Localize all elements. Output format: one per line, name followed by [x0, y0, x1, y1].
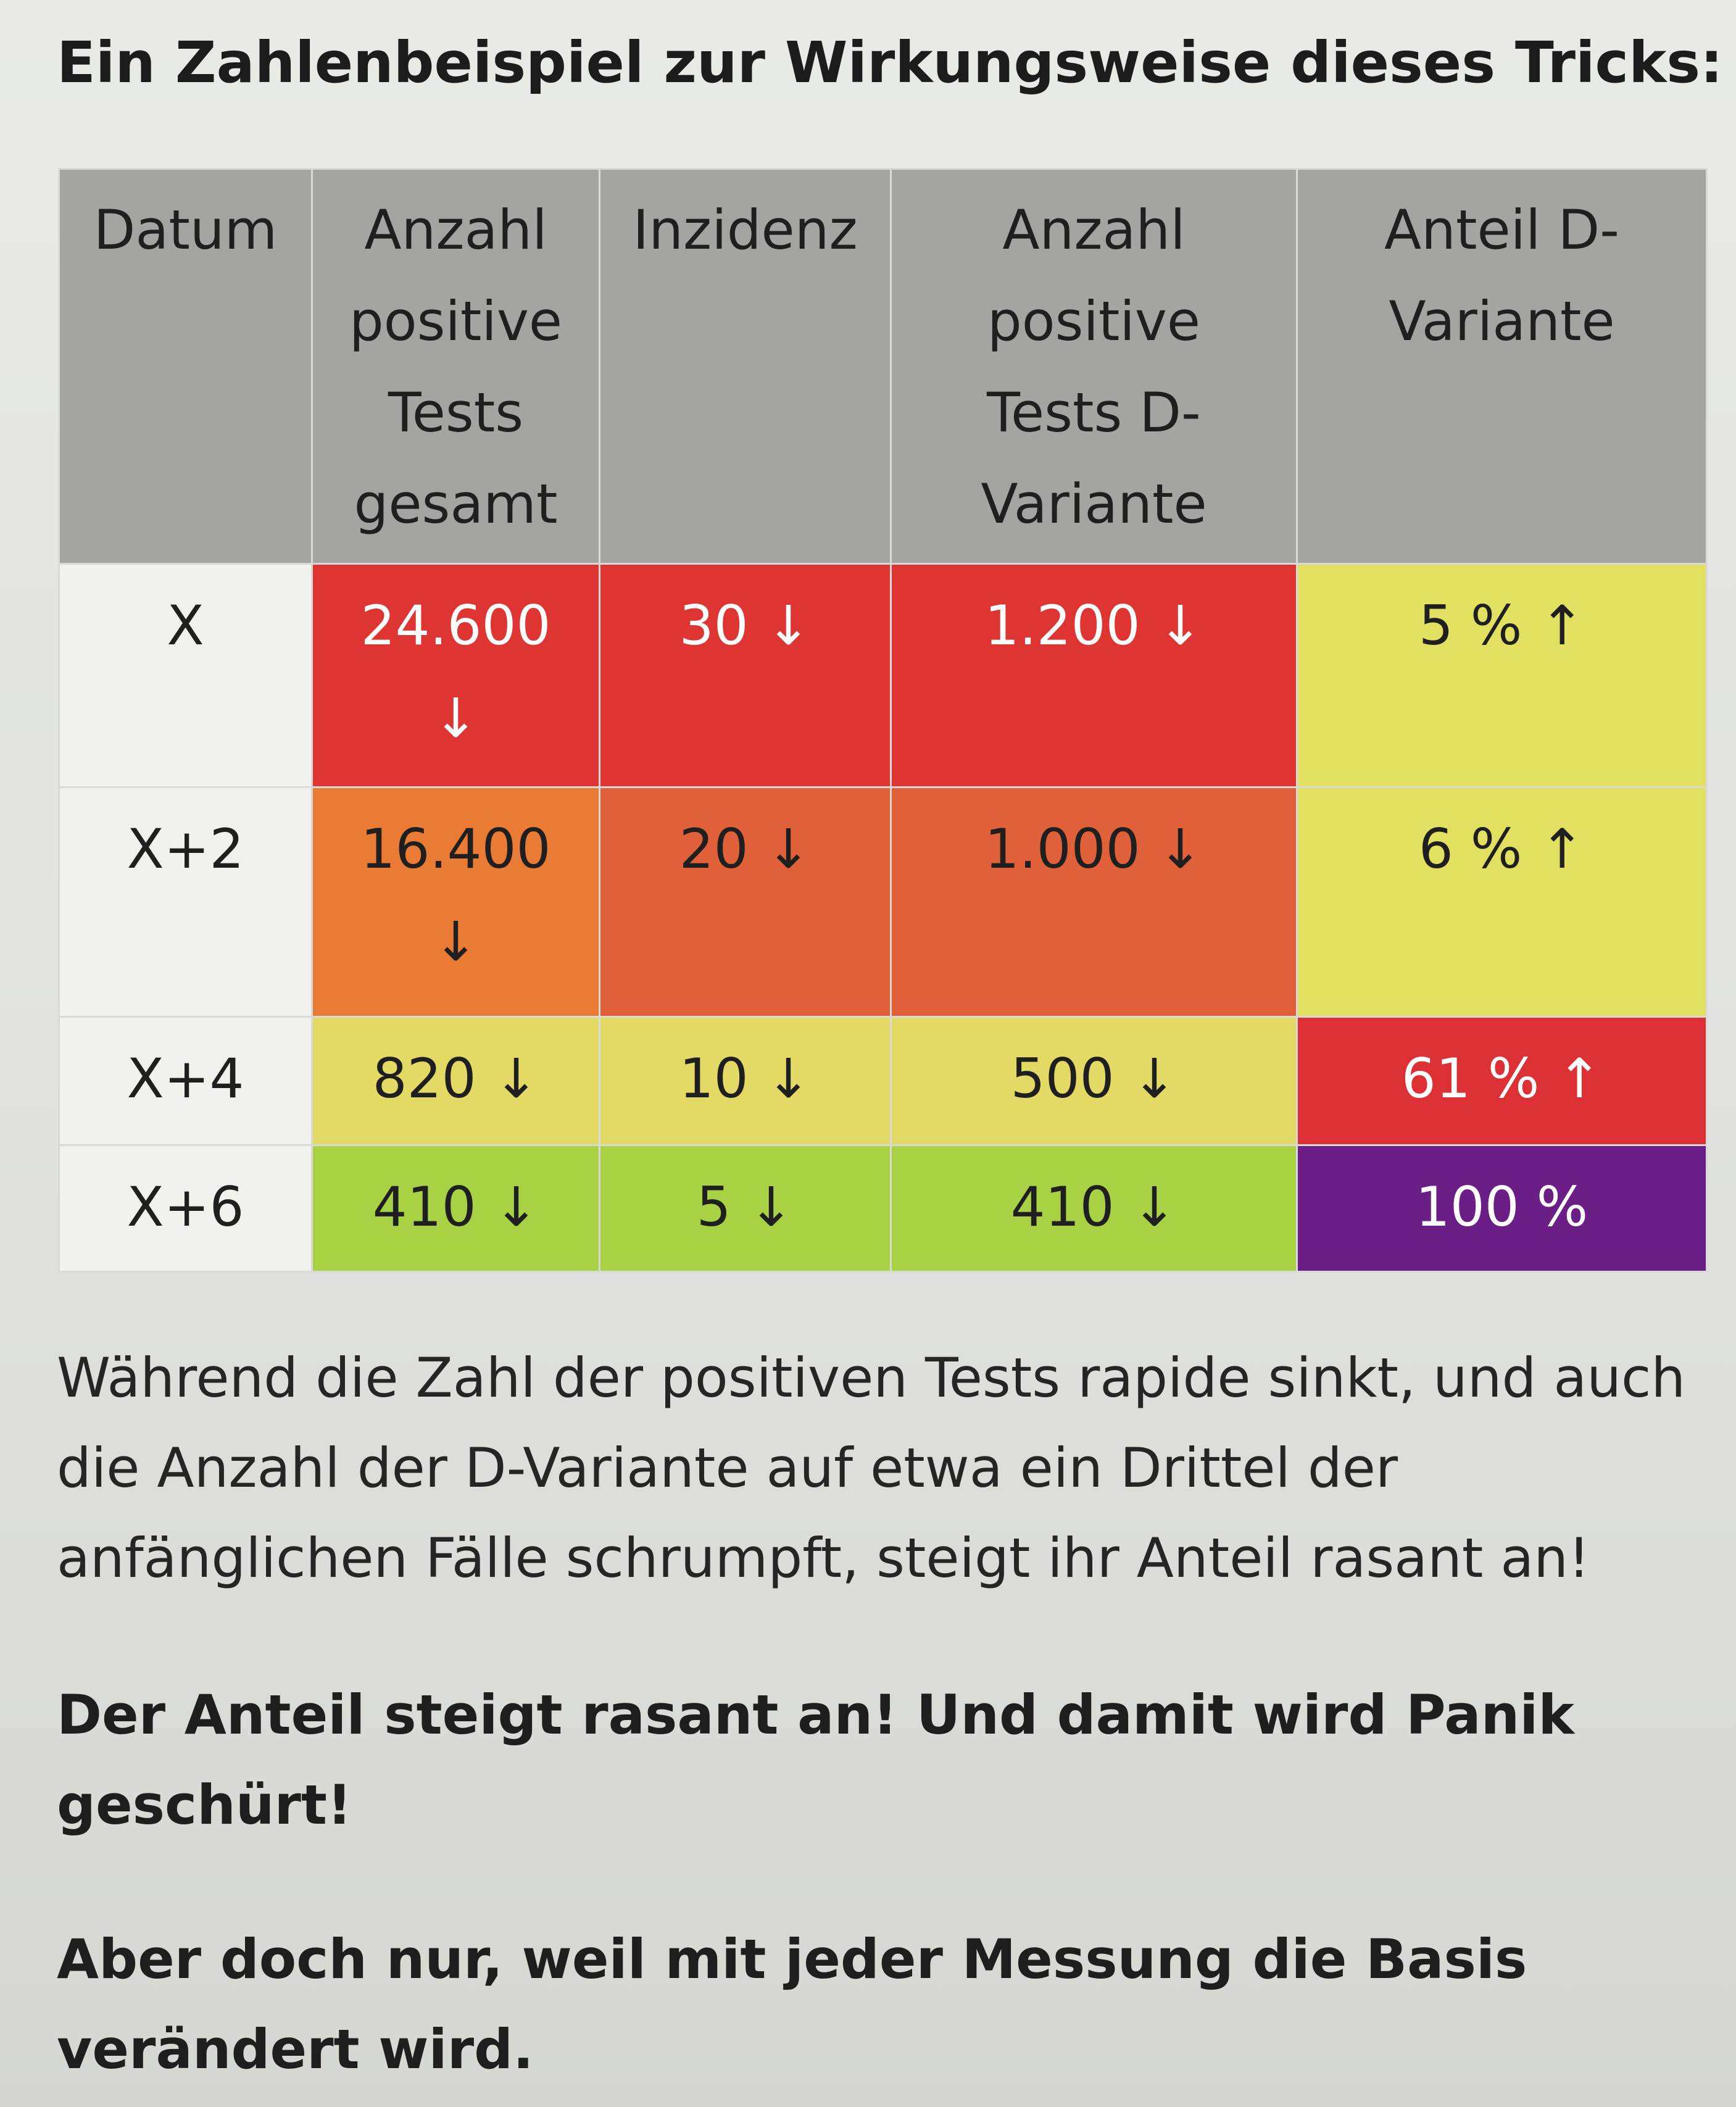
cell-date: X+2 [58, 786, 313, 1018]
table-row: X+6 410 ↓ 5 ↓ 410 ↓ 100 % [58, 1144, 1708, 1273]
header-d-share-line: Variante [1389, 289, 1615, 353]
cell-total-tests-value: 24.600 [360, 594, 551, 657]
cell-total-tests-value: 16.400 [360, 817, 551, 881]
paragraph-line: Während die Zahl der positiven Tests rap… [57, 1346, 1686, 1410]
paragraph-line: verändert wird. [57, 2018, 534, 2081]
cell-total-tests: 24.600 ↓ [311, 563, 600, 788]
table-row: X+4 820 ↓ 10 ↓ 500 ↓ 61 % ↑ [58, 1015, 1708, 1147]
cell-incidence: 5 ↓ [599, 1144, 892, 1273]
table-row: X 24.600 ↓ 30 ↓ 1.200 ↓ 5 % ↑ [58, 563, 1708, 788]
paragraph-line: anfänglichen Fälle schrumpft, steigt ihr… [57, 1526, 1590, 1590]
down-arrow-icon: ↓ [433, 686, 479, 750]
header-incidence-label: Inzidenz [633, 198, 858, 262]
cell-d-tests: 500 ↓ [890, 1015, 1298, 1147]
paragraph-line: die Anzahl der D-Variante auf etwa ein D… [57, 1436, 1398, 1500]
cell-total-tests: 410 ↓ [311, 1144, 600, 1273]
header-d-tests-line: Anzahl [1002, 198, 1186, 262]
header-incidence: Inzidenz [599, 168, 892, 565]
header-d-tests: Anzahl positive Tests D- Variante [890, 168, 1298, 565]
header-date: Datum [58, 168, 313, 565]
cell-d-tests: 1.200 ↓ [890, 563, 1298, 788]
header-total-tests-line: Anzahl [364, 198, 547, 262]
header-d-share-line: Anteil D- [1384, 198, 1619, 262]
header-d-share: Anteil D- Variante [1296, 168, 1708, 565]
example-table: Datum Anzahl positive Tests gesamt Inzid… [58, 168, 1708, 1273]
cell-date: X+4 [58, 1015, 313, 1147]
cell-total-tests: 16.400 ↓ [311, 786, 600, 1018]
cell-d-share: 61 % ↑ [1296, 1015, 1708, 1147]
paragraph-line: geschürt! [57, 1773, 352, 1837]
cell-incidence: 30 ↓ [599, 563, 892, 788]
down-arrow-icon: ↓ [433, 909, 479, 973]
cell-d-tests: 410 ↓ [890, 1144, 1298, 1273]
cell-total-tests: 820 ↓ [311, 1015, 600, 1147]
paragraph-line: Der Anteil steigt rasant an! Und damit w… [57, 1683, 1574, 1747]
header-d-tests-line: positive [987, 289, 1201, 353]
table-row: X+2 16.400 ↓ 20 ↓ 1.000 ↓ 6 % ↑ [58, 786, 1708, 1018]
cell-date: X [58, 563, 313, 788]
emphasis-paragraph-basis: Aber doch nur, weil mit jeder Messung di… [57, 1914, 1686, 2095]
heading: Ein Zahlenbeispiel zur Wirkungsweise die… [57, 30, 1723, 96]
cell-d-tests: 1.000 ↓ [890, 786, 1298, 1018]
cell-date: X+6 [58, 1144, 313, 1273]
header-total-tests-line: Tests [388, 381, 524, 444]
cell-incidence: 20 ↓ [599, 786, 892, 1018]
header-d-tests-line: Variante [981, 472, 1207, 536]
emphasis-paragraph-panic: Der Anteil steigt rasant an! Und damit w… [57, 1670, 1686, 1850]
explanation-paragraph: Während die Zahl der positiven Tests rap… [57, 1333, 1686, 1603]
header-total-tests: Anzahl positive Tests gesamt [311, 168, 600, 565]
cell-d-share: 6 % ↑ [1296, 786, 1708, 1018]
table-header-row: Datum Anzahl positive Tests gesamt Inzid… [58, 168, 1708, 565]
paragraph-line: Aber doch nur, weil mit jeder Messung di… [57, 1927, 1527, 1991]
cell-d-share: 5 % ↑ [1296, 563, 1708, 788]
cell-incidence: 10 ↓ [599, 1015, 892, 1147]
header-total-tests-line: gesamt [354, 472, 558, 536]
header-date-label: Datum [93, 198, 278, 262]
header-total-tests-line: positive [349, 289, 563, 353]
header-d-tests-line: Tests D- [987, 381, 1201, 444]
example-table-wrapper: Datum Anzahl positive Tests gesamt Inzid… [58, 168, 1708, 1273]
cell-d-share: 100 % [1296, 1144, 1708, 1273]
